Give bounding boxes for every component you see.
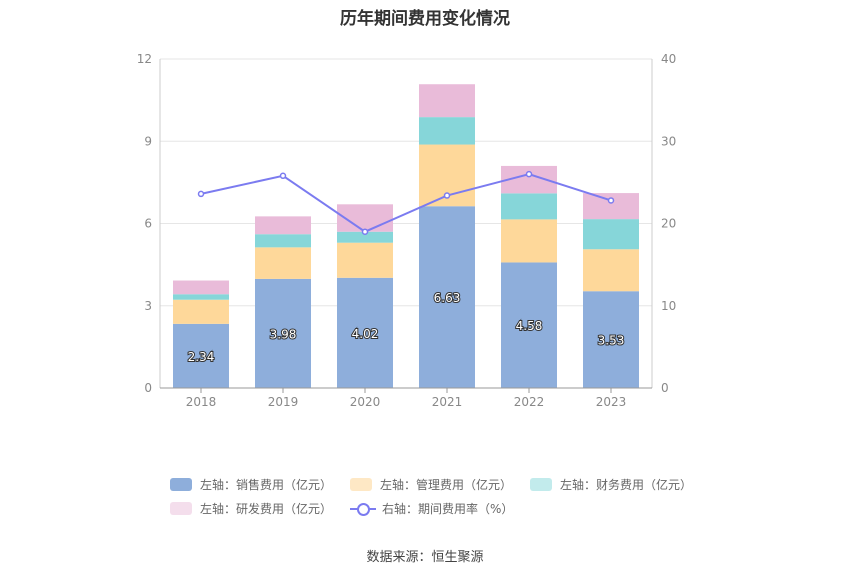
x-tick-label: 2020 [350, 395, 381, 409]
legend-label-admin: 左轴：管理费用（亿元） [380, 477, 513, 492]
legend-item-rate[interactable]: 右轴：期间费用率（%） [350, 500, 513, 517]
bar-segment[interactable] [337, 231, 393, 243]
bar-segment[interactable] [501, 193, 557, 220]
bar-data-label: 3.98 [270, 327, 297, 341]
bars [173, 84, 639, 388]
legend-line-icon [350, 502, 377, 516]
bar-data-label: 6.63 [434, 291, 461, 305]
bar-segment[interactable] [419, 206, 475, 388]
chart-area: 2.34 3.98 4.02 6.63 4.58 3.53 0 3 6 9 12 0 10 20 30 40… [137, 52, 677, 409]
bar-segment[interactable] [583, 291, 639, 388]
rate-point[interactable] [279, 172, 287, 180]
rate-point[interactable] [607, 197, 615, 204]
legend-swatch-finance [530, 477, 553, 491]
bar-segment[interactable] [419, 117, 475, 145]
y-right-tick-label: 0 [661, 381, 669, 395]
bar-segment[interactable] [583, 219, 639, 250]
rate-point[interactable] [443, 192, 451, 199]
y-right-tick-label: 20 [661, 217, 676, 231]
bar-segment[interactable] [173, 299, 229, 324]
grid-lines [160, 58, 652, 307]
bar-segment[interactable] [337, 242, 393, 278]
bar-data-label: 3.53 [598, 334, 625, 348]
data-source: 数据来源：恒生聚源 [366, 550, 484, 565]
axes: 0 3 6 9 12 0 10 20 30 40 2018 2019 2020 2021 2022 2023 [137, 52, 677, 409]
legend-item-sales[interactable]: 左轴：销售费用（亿元） [170, 476, 332, 493]
bar-data-label: 4.58 [516, 319, 543, 333]
bar-segment[interactable] [255, 278, 311, 388]
x-tick-label: 2018 [186, 395, 217, 409]
bar-segment[interactable] [173, 323, 229, 388]
rate-point[interactable] [361, 228, 369, 235]
legend-label-rnd: 左轴：研发费用（亿元） [200, 501, 333, 516]
rate-point[interactable] [197, 190, 205, 198]
bar-segment[interactable] [501, 219, 557, 263]
y-left-tick-label: 3 [144, 299, 152, 313]
legend-item-finance[interactable]: 左轴：财务费用（亿元） [530, 476, 692, 493]
bar-segment[interactable] [173, 280, 229, 295]
y-left-tick-label: 9 [144, 134, 152, 148]
bar-segment[interactable] [419, 84, 475, 118]
legend-swatch-admin [350, 477, 373, 491]
rate-point[interactable] [525, 170, 533, 178]
y-left-tick-label: 0 [144, 381, 152, 395]
legend-item-rnd[interactable]: 左轴：研发费用（亿元） [170, 500, 332, 517]
bar-segment[interactable] [337, 277, 393, 388]
legend-swatch-rnd [170, 501, 192, 515]
bar-data-label: 2.34 [188, 350, 215, 364]
legend-label-sales: 左轴：销售费用（亿元） [200, 477, 333, 492]
rate-line-path [200, 173, 612, 233]
bar-data-label: 4.02 [352, 327, 379, 341]
legend-label-rate: 右轴：期间费用率（%） [382, 501, 514, 516]
x-tick-label: 2023 [596, 395, 627, 409]
y-right-tick-label: 10 [661, 299, 676, 313]
bar-segment[interactable] [583, 249, 639, 292]
y-left-tick-label: 12 [137, 52, 152, 66]
legend-label-finance: 左轴：财务费用（亿元） [560, 477, 693, 492]
chart-title: 历年期间费用变化情况 [340, 9, 510, 29]
x-tick-label: 2019 [268, 395, 299, 409]
bar-segment[interactable] [255, 247, 311, 279]
bar-segment[interactable] [501, 262, 557, 388]
x-tick-label: 2021 [432, 395, 463, 409]
y-left-tick-label: 6 [144, 217, 152, 231]
legend-item-admin[interactable]: 左轴：管理费用（亿元） [350, 476, 512, 493]
y-right-tick-label: 40 [661, 52, 676, 66]
bar-segment[interactable] [583, 193, 639, 220]
legend: 左轴：销售费用（亿元） 左轴：管理费用（亿元） 左轴：财务费用（亿元） 左轴：研… [170, 472, 692, 520]
bar-segment[interactable] [255, 234, 311, 248]
x-tick-label: 2022 [514, 395, 545, 409]
bar-segment[interactable] [173, 294, 229, 300]
legend-swatch-sales [170, 477, 192, 491]
bar-segment[interactable] [255, 216, 311, 235]
rate-line [197, 170, 615, 235]
data-labels: 2.34 3.98 4.02 6.63 4.58 3.53 [187, 290, 626, 365]
y-right-tick-label: 30 [661, 134, 676, 148]
